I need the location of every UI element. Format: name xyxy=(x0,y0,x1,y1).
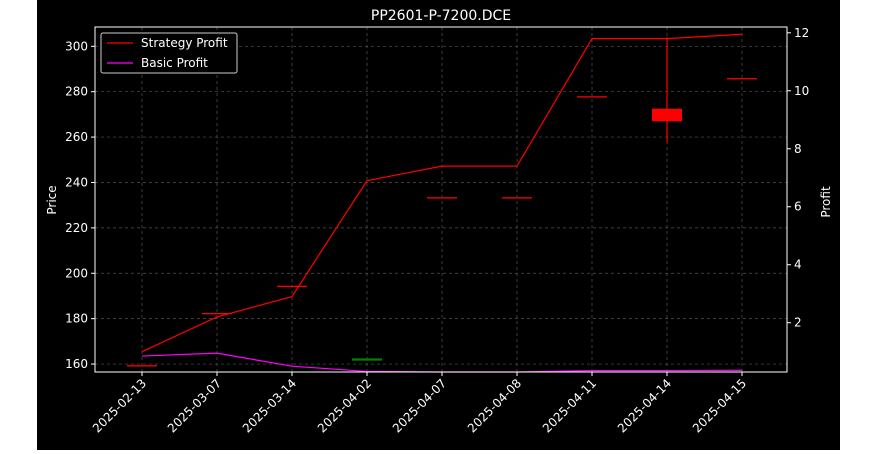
candle-body xyxy=(577,96,607,98)
y-left-tick-label: 300 xyxy=(65,39,88,53)
x-tick-label: 2025-04-07 xyxy=(390,376,449,435)
y-axis-right: 2 4 6 8 10 12 xyxy=(787,26,809,330)
grid xyxy=(95,27,787,372)
y-left-tick-label: 160 xyxy=(65,357,88,371)
y-right-tick-label: 12 xyxy=(794,26,809,40)
y-right-tick-label: 10 xyxy=(794,84,809,98)
y-right-tick-label: 2 xyxy=(794,316,802,330)
x-tick-label: 2025-02-13 xyxy=(90,376,149,435)
x-tick-label: 2025-03-07 xyxy=(165,376,224,435)
x-tick-label: 2025-03-14 xyxy=(240,376,299,435)
candle xyxy=(427,197,457,199)
x-tick-label: 2025-04-14 xyxy=(615,376,674,435)
x-tick-label: 2025-04-08 xyxy=(465,376,524,435)
y-axis-left-label: Price xyxy=(45,185,59,214)
strategy-profit-line xyxy=(141,33,743,353)
legend-box xyxy=(100,32,238,74)
candle xyxy=(202,312,232,315)
chart-svg: PP2601-P-7200.DCE 2025-02-13 2025-03-07 20… xyxy=(45,8,833,435)
candle-body xyxy=(427,197,457,199)
y-left-tick-label: 280 xyxy=(65,85,88,99)
candles xyxy=(127,37,757,367)
chart-title: PP2601-P-7200.DCE xyxy=(371,8,511,24)
y-right-tick-label: 4 xyxy=(794,258,802,272)
y-left-tick-label: 180 xyxy=(65,312,88,326)
y-axis-left: 160 180 200 220 240 260 280 300 xyxy=(65,39,95,371)
candle xyxy=(652,37,682,143)
y-left-tick-label: 220 xyxy=(65,221,88,235)
candle-body xyxy=(127,365,157,367)
candle xyxy=(277,285,307,288)
x-tick-label: 2025-04-15 xyxy=(690,376,749,435)
legend-label-strategy: Strategy Profit xyxy=(141,36,228,50)
y-left-tick-label: 200 xyxy=(65,266,88,280)
candle-body xyxy=(352,358,382,361)
y-right-tick-label: 6 xyxy=(794,200,802,214)
candle xyxy=(727,78,757,80)
legend: Strategy Profit Basic Profit xyxy=(100,32,238,74)
candle xyxy=(502,197,532,199)
y-axis-right-label: Profit xyxy=(819,186,833,218)
candle-body xyxy=(202,312,232,315)
candle-body xyxy=(277,285,307,288)
candle-body xyxy=(652,108,682,122)
y-right-tick-label: 8 xyxy=(794,142,802,156)
y-left-tick-label: 240 xyxy=(65,175,88,189)
chart-figure: PP2601-P-7200.DCE 2025-02-13 2025-03-07 20… xyxy=(37,0,840,450)
candle-body xyxy=(727,78,757,80)
candle-body xyxy=(502,197,532,199)
x-tick-label: 2025-04-02 xyxy=(315,376,374,435)
candle xyxy=(352,358,382,361)
x-tick-label: 2025-04-11 xyxy=(540,376,599,435)
plot-frame xyxy=(94,26,788,373)
legend-label-basic: Basic Profit xyxy=(141,56,208,70)
y-left-tick-label: 260 xyxy=(65,130,88,144)
candle xyxy=(127,365,157,367)
x-axis: 2025-02-13 2025-03-07 2025-03-14 2025-04-02… xyxy=(90,372,749,435)
candle xyxy=(577,96,607,98)
